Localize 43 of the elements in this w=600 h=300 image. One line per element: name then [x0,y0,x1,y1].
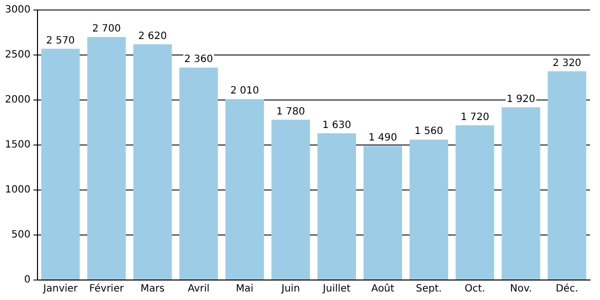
data-label: 2 320 [552,58,582,69]
y-tick-label: 1000 [4,184,30,196]
data-label: 1 920 [506,94,536,105]
data-label: 1 490 [368,132,398,144]
x-tick-label: Déc. [556,284,578,295]
x-tick-label: Avril [188,284,210,295]
bar [271,120,310,280]
bar [317,133,356,280]
bar [41,48,80,280]
bar [410,140,448,280]
y-tick-label: 2000 [4,94,30,106]
bar [87,37,126,280]
y-tick-label: 1500 [4,140,30,151]
y-tick-label: 2500 [4,50,30,61]
x-tick-label: Août [371,284,394,295]
data-label: 1 560 [414,126,444,138]
bar [548,71,586,280]
x-tick-label: Février [89,284,125,295]
data-label: 1 720 [460,112,490,123]
bar [179,68,218,280]
y-tick-label: 3000 [4,4,30,16]
bar [456,125,494,280]
x-tick-label: Mars [140,284,165,295]
y-tick-label: 0 [24,274,30,286]
data-label: 1 630 [322,120,352,131]
data-label: 2 010 [230,86,259,97]
data-label: 2 570 [46,35,75,46]
y-tick-label: 500 [11,230,30,241]
data-label: 2 620 [138,30,167,42]
x-tick-label: Sept. [416,284,442,295]
bar [502,107,540,280]
data-label: 2 700 [92,24,121,35]
bar [225,99,264,280]
x-tick-label: Nov. [510,284,532,295]
x-tick-label: Juillet [322,284,351,295]
bar [133,44,172,280]
x-tick-label: Juin [280,284,300,295]
x-tick-label: Janvier [42,284,79,295]
bar [364,146,402,280]
data-label: 1 780 [276,106,306,118]
data-label: 2 360 [184,54,213,66]
x-tick-label: Mai [236,284,254,295]
x-tick-label: Oct. [464,284,486,295]
